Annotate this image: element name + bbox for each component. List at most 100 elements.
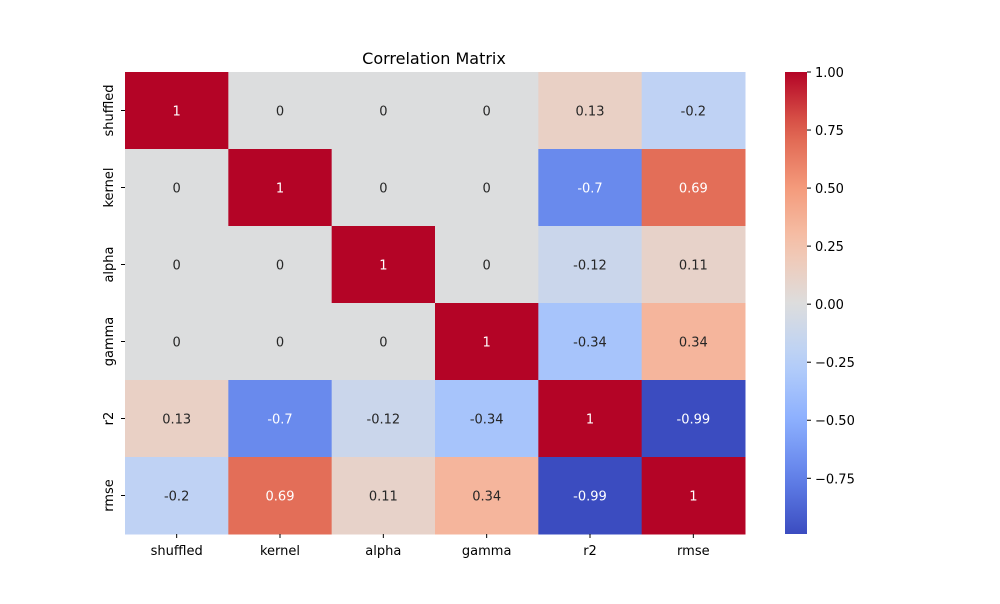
cell-annotation-shuffled-rmse: -0.2 — [681, 105, 706, 120]
heatmap-cell-shuffled-gamma — [435, 72, 539, 150]
chart-title: Correlation Matrix — [362, 49, 506, 68]
cell-annotation-alpha-shuffled: 0 — [173, 259, 181, 274]
colorbar-tick-label: 0.50 — [815, 182, 844, 197]
cell-annotation-rmse-alpha: 0.11 — [369, 490, 398, 505]
heatmap-cell-gamma-shuffled — [125, 303, 229, 381]
heatmap-cell-alpha-kernel — [228, 226, 333, 304]
heatmap-cell-alpha-r2 — [538, 226, 643, 304]
x-tick-label-rmse: rmse — [677, 544, 710, 559]
heatmap-cell-r2-gamma — [435, 380, 539, 458]
heatmap-cell-r2-shuffled — [125, 380, 229, 458]
heatmap-cell-gamma-rmse — [641, 303, 746, 381]
cell-annotation-alpha-alpha: 1 — [379, 259, 387, 274]
x-axis: shuffled kernel alpha gamma r2 rmse — [151, 534, 710, 559]
heatmap-cell-rmse-rmse — [641, 457, 746, 535]
heatmap-cell-shuffled-shuffled — [125, 72, 229, 150]
x-tick-label-alpha: alpha — [365, 544, 401, 559]
cell-annotation-gamma-rmse: 0.34 — [679, 336, 708, 351]
heatmap-cell-kernel-shuffled — [125, 149, 229, 227]
cell-annotation-r2-r2: 1 — [586, 413, 594, 428]
x-tick-label-kernel: kernel — [260, 544, 300, 559]
cell-annotation-rmse-gamma: 0.34 — [472, 490, 501, 505]
cell-annotation-gamma-r2: -0.34 — [573, 336, 607, 351]
heatmap-cell-shuffled-r2 — [538, 72, 643, 150]
cell-annotation-gamma-shuffled: 0 — [173, 336, 181, 351]
heatmap-cell-alpha-rmse — [641, 226, 746, 304]
heatmap-cell-gamma-r2 — [538, 303, 643, 381]
cell-annotation-r2-shuffled: 0.13 — [162, 413, 191, 428]
cell-annotation-gamma-kernel: 0 — [276, 336, 284, 351]
cell-annotation-r2-gamma: -0.34 — [470, 413, 504, 428]
cell-annotation-alpha-gamma: 0 — [483, 259, 491, 274]
heatmap-cell-gamma-kernel — [228, 303, 333, 381]
heatmap-cell-gamma-gamma — [435, 303, 539, 381]
heatmap-cell-alpha-gamma — [435, 226, 539, 304]
cell-annotation-kernel-r2: -0.7 — [577, 182, 602, 197]
cell-annotation-rmse-shuffled: -0.2 — [164, 490, 189, 505]
y-tick-label-alpha: alpha — [102, 246, 117, 282]
colorbar-tick-label: 0.75 — [815, 124, 844, 139]
heatmap-cell-kernel-gamma — [435, 149, 539, 227]
heatmap-cell-kernel-kernel — [228, 149, 333, 227]
cell-annotation-rmse-rmse: 1 — [689, 490, 697, 505]
cell-annotation-shuffled-kernel: 0 — [276, 105, 284, 120]
cell-annotation-shuffled-alpha: 0 — [379, 105, 387, 120]
heatmap-cell-rmse-kernel — [228, 457, 333, 535]
cell-annotations: 1 0 0 0 0.13 -0.2 0 1 0 0 -0.7 0.69 0 0 1 0 -0.12 0.11 0 0 0… — [162, 105, 710, 505]
colorbar-tick-label: −0.75 — [815, 472, 855, 487]
cell-annotation-kernel-kernel: 1 — [276, 182, 284, 197]
colorbar-tick-label: 0.25 — [815, 240, 844, 255]
heatmap-cell-shuffled-alpha — [331, 72, 436, 150]
y-tick-label-kernel: kernel — [102, 167, 117, 207]
colorbar-tick-label: −0.25 — [815, 356, 855, 371]
cell-annotation-shuffled-r2: 0.13 — [576, 105, 605, 120]
cell-annotation-gamma-gamma: 1 — [483, 336, 491, 351]
x-tick-label-gamma: gamma — [462, 544, 512, 559]
x-tick-label-shuffled: shuffled — [151, 544, 203, 559]
colorbar-tick-label: −0.50 — [815, 414, 855, 429]
y-tick-label-gamma: gamma — [102, 317, 117, 367]
cell-annotation-shuffled-shuffled: 1 — [173, 105, 181, 120]
heatmap-cell-rmse-alpha — [331, 457, 436, 535]
heatmap-cell-gamma-alpha — [331, 303, 436, 381]
cell-annotation-alpha-r2: -0.12 — [573, 259, 607, 274]
heatmap-cell-shuffled-rmse — [641, 72, 746, 150]
heatmap-cell-kernel-r2 — [538, 149, 643, 227]
cell-annotation-rmse-kernel: 0.69 — [266, 490, 295, 505]
cell-annotation-kernel-alpha: 0 — [379, 182, 387, 197]
cell-annotation-alpha-kernel: 0 — [276, 259, 284, 274]
heatmap-cell-rmse-shuffled — [125, 457, 229, 535]
heatmap-cell-alpha-shuffled — [125, 226, 229, 304]
cell-annotation-rmse-r2: -0.99 — [573, 490, 607, 505]
cell-annotation-kernel-shuffled: 0 — [173, 182, 181, 197]
y-tick-label-rmse: rmse — [102, 479, 117, 512]
y-tick-label-shuffled: shuffled — [102, 84, 117, 136]
cell-annotation-r2-alpha: -0.12 — [367, 413, 401, 428]
heatmap-cell-kernel-alpha — [331, 149, 436, 227]
heatmap-cell-r2-r2 — [538, 380, 643, 458]
heatmap-cell-shuffled-kernel — [228, 72, 333, 150]
heatmap-cell-r2-kernel — [228, 380, 333, 458]
x-tick-label-r2: r2 — [583, 544, 597, 559]
cell-annotation-shuffled-gamma: 0 — [483, 105, 491, 120]
colorbar-tick-label: 0.00 — [815, 298, 844, 313]
cell-annotation-gamma-alpha: 0 — [379, 336, 387, 351]
cell-annotation-alpha-rmse: 0.11 — [679, 259, 708, 274]
cell-annotation-kernel-rmse: 0.69 — [679, 182, 708, 197]
colorbar-gradient — [785, 72, 807, 534]
heatmap-cells — [125, 72, 746, 535]
cell-annotation-kernel-gamma: 0 — [483, 182, 491, 197]
heatmap-cell-rmse-gamma — [435, 457, 539, 535]
y-tick-label-r2: r2 — [102, 412, 117, 426]
heatmap-cell-rmse-r2 — [538, 457, 643, 535]
colorbar-tick-label: 1.00 — [815, 66, 844, 81]
cell-annotation-r2-rmse: -0.99 — [677, 413, 711, 428]
cell-annotation-r2-kernel: -0.7 — [267, 413, 292, 428]
heatmap-cell-r2-alpha — [331, 380, 436, 458]
heatmap-cell-kernel-rmse — [641, 149, 746, 227]
colorbar: 1.00 0.75 0.50 0.25 0.00 −0.25 −0.50 −0.75 — [785, 66, 855, 534]
heatmap-cell-alpha-alpha — [331, 226, 436, 304]
y-axis: shuffled kernel alpha gamma r2 rmse — [102, 84, 125, 512]
